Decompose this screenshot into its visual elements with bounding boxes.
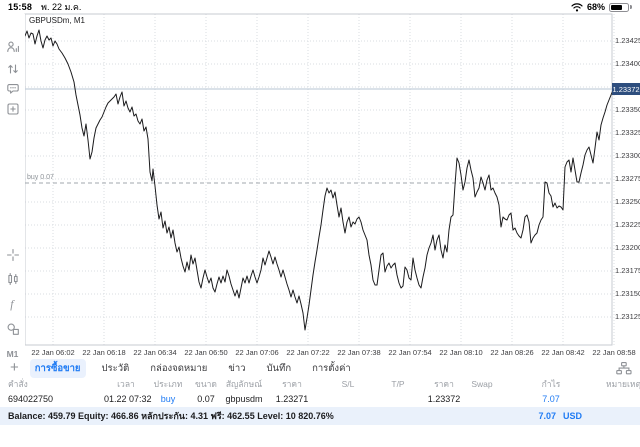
y-axis-label: 1.23275 [615,174,640,183]
objects-icon[interactable] [0,319,25,339]
col-type: ประเภท [153,379,183,389]
orders-table-header: คำสั่ง เวลา ประเภท ขนาด สัญลักษณ์ ราคา S… [0,377,640,391]
sort-order-icon[interactable] [616,361,632,375]
trade-arrows-icon[interactable] [0,59,25,79]
total-profit: 7.07 [538,411,556,421]
col-swap: Swap [471,379,493,389]
x-axis-label: 22 Jan 07:06 [235,348,279,357]
col-sl: S/L [341,379,355,389]
tab-trade[interactable]: การซื้อขาย [29,358,86,378]
position-price: 1.23372 [427,394,461,404]
x-axis-label: 22 Jan 07:22 [286,348,330,357]
status-bar: 15:58 พ. 22 ม.ค. 68% [0,0,640,14]
x-axis-label: 22 Jan 07:38 [337,348,381,357]
timeframe-button[interactable]: M1 [6,349,19,359]
status-time: 15:58 [8,2,33,12]
chart-symbol-title: GBPUSDm, M1 [29,16,86,25]
chart-type-candles-icon[interactable] [0,269,25,289]
x-axis-label: 22 Jan 06:34 [133,348,177,357]
x-axis-label: 22 Jan 08:26 [490,348,534,357]
bottom-tab-bar: + การซื้อขาย ประวัติ กล่องจดหมาย ข่าว บั… [0,358,640,378]
account-summary-bar: Balance: 459.79 Equity: 466.86 หลักประกั… [0,407,640,425]
y-axis-label: 1.23350 [615,105,640,114]
y-axis-label: 1.23325 [615,128,640,137]
col-open-price: ราคา [282,379,302,389]
position-open-price: 1.23271 [275,394,309,404]
x-axis-label: 22 Jan 08:10 [439,348,483,357]
position-time: 01.22 07:32 [104,394,152,404]
col-profit: กำไร [541,379,561,389]
y-axis-label: 1.23175 [615,266,640,275]
tab-settings[interactable]: การตั้งค่า [312,362,351,374]
position-symbol: gbpusdm [225,394,263,404]
x-axis-label: 22 Jan 06:18 [82,348,126,357]
col-time: เวลา [117,379,135,389]
y-axis-label: 1.23425 [615,36,640,45]
add-tab-button[interactable]: + [10,359,19,376]
y-axis-label: 1.23150 [615,289,640,298]
y-axis-label: 1.23250 [615,197,640,206]
tab-news[interactable]: ข่าว [228,362,246,374]
battery-icon [609,2,632,12]
new-order-icon[interactable] [0,99,25,119]
col-volume: ขนาด [195,379,217,389]
x-axis-label: 22 Jan 08:58 [592,348,636,357]
position-order-id: 694022750 [8,394,54,404]
account-summary: Balance: 459.79 Equity: 466.86 หลักประกั… [8,411,334,421]
wifi-icon [571,2,583,12]
tab-mailbox[interactable]: กล่องจดหมาย [150,362,208,374]
col-symbol: สัญลักษณ์ [225,379,263,389]
y-axis-label: 1.23200 [615,243,640,252]
indicators-icon[interactable]: f [0,294,25,314]
position-volume: 0.07 [197,394,215,404]
current-price-badge: 1.23372 [612,83,640,95]
account-icon[interactable] [0,37,25,57]
col-price: ราคา [434,379,454,389]
x-axis-label: 22 Jan 06:02 [31,348,75,357]
svg-text:f: f [10,299,15,311]
y-axis-label: 1.23300 [615,151,640,160]
x-axis-label: 22 Jan 06:50 [184,348,228,357]
x-axis-label: 22 Jan 08:42 [541,348,585,357]
y-axis-label: 1.23400 [615,59,640,68]
col-order: คำสั่ง [8,379,28,389]
buy-position-label: buy 0.07 [27,174,54,181]
position-row[interactable]: 694022750 01.22 07:32 buy 0.07 gbpusdm 1… [0,391,640,407]
position-profit: 7.07 [542,394,560,404]
y-axis-label: 1.23125 [615,312,640,321]
crosshair-icon[interactable] [0,245,25,265]
account-currency: USD [562,411,582,421]
y-axis-label: 1.23225 [615,220,640,229]
status-date: พ. 22 ม.ค. [41,2,82,12]
x-axis-label: 22 Jan 07:54 [388,348,432,357]
tab-journal[interactable]: บันทึก [266,362,292,374]
chart-toolbar: f M1 [0,14,25,359]
chat-icon[interactable] [0,79,25,99]
position-type: buy [160,394,176,404]
tab-history[interactable]: ประวัติ [101,362,130,374]
col-tp: T/P [391,379,405,389]
col-comment: หมายเหตุ [606,379,640,389]
battery-percent: 68% [586,2,605,12]
